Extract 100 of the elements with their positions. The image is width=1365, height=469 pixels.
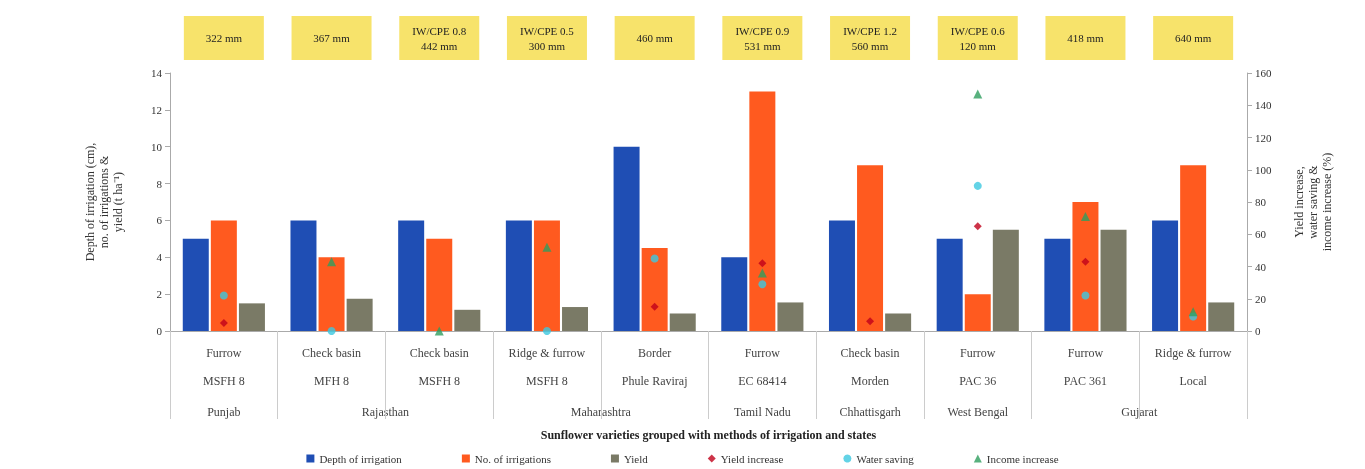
- text: Punjab: [207, 405, 241, 419]
- bar: [182, 238, 209, 331]
- point: [973, 222, 982, 231]
- x-tick-label: Furrow PAC 36: [959, 346, 997, 388]
- x-tick-label: Border Phule Raviraj: [621, 346, 688, 388]
- text: 418 mm: [1067, 32, 1105, 44]
- point: [758, 280, 767, 289]
- bar: [1100, 229, 1127, 331]
- point: [866, 317, 875, 326]
- y2-tick-label: 100: [1255, 163, 1272, 176]
- legend-label: Yield increase: [720, 452, 784, 465]
- text: Tamil Nadu: [733, 405, 791, 419]
- text: 460 mm: [636, 32, 674, 44]
- x-tick-label: Furrow MSFH 8: [203, 346, 245, 388]
- bar: [533, 220, 560, 331]
- text: 367 mm: [313, 32, 351, 44]
- y-axis-title: Depth of irrigation (cm), no. of irrigations & yield (t ha⁻¹): [83, 142, 125, 262]
- text: IW/CPE 0.8 442 mm: [412, 24, 467, 52]
- y2-tick-label: 140: [1255, 99, 1272, 112]
- bar: [669, 313, 696, 331]
- text: Gujarat: [1121, 405, 1158, 419]
- x-tick-label: Ridge & furrow MSFH 8: [508, 346, 586, 388]
- text: IW/CPE 1.2 560 mm: [843, 24, 897, 52]
- bar: [992, 229, 1019, 331]
- y-tick-label: 10: [151, 140, 163, 153]
- point: [327, 327, 336, 335]
- point: [542, 327, 551, 335]
- y2-tick-label: 40: [1255, 260, 1267, 273]
- x-tick-label: Check basin MSFH 8: [409, 346, 469, 388]
- bar: [1044, 238, 1071, 331]
- text: West Bengal: [947, 405, 1009, 419]
- y-tick-label: 14: [151, 67, 163, 79]
- bar: [505, 220, 532, 331]
- y2-axis-title: Yield increase, water saving & income increase (%): [1292, 152, 1334, 252]
- x-tick-label: Furrow PAC 361: [1063, 346, 1108, 388]
- legend-label: Yield: [623, 452, 649, 465]
- x-tick-label: Check basin MFH 8: [302, 346, 362, 388]
- bar: [318, 257, 345, 331]
- bar: [210, 220, 237, 331]
- bar: [885, 313, 912, 331]
- bar: [777, 302, 804, 331]
- y2-tick-label: 20: [1255, 292, 1267, 305]
- bar: [1208, 302, 1235, 331]
- point: [219, 318, 228, 327]
- text: IW/CPE 0.9 531 mm: [735, 24, 790, 52]
- y-tick-label: 6: [156, 214, 163, 227]
- text: Chhattisgarh: [839, 405, 901, 419]
- y-tick-label: 8: [156, 177, 163, 190]
- y-tick-label: 12: [151, 103, 162, 116]
- text: IW/CPE 0.6 120 mm: [950, 24, 1006, 52]
- y2-tick-label: 60: [1255, 228, 1267, 241]
- point: [542, 242, 552, 252]
- point: [1080, 212, 1090, 222]
- y2-tick-label: 0: [1255, 325, 1261, 337]
- point: [1188, 307, 1198, 317]
- y2-tick-label: 80: [1255, 196, 1267, 208]
- bar: [398, 220, 425, 331]
- bar: [290, 220, 317, 331]
- bar: [613, 146, 640, 331]
- y-tick-label: 2: [156, 288, 162, 301]
- bar: [454, 309, 481, 331]
- bar: [346, 298, 373, 331]
- point: [327, 257, 337, 267]
- text: Maharashtra: [570, 405, 632, 419]
- point: [1081, 291, 1090, 300]
- bar: [1180, 165, 1207, 331]
- point: [219, 291, 228, 300]
- bar: [426, 238, 453, 331]
- point: [434, 326, 444, 336]
- y2-tick-label: 160: [1255, 67, 1272, 79]
- bar: [721, 257, 748, 331]
- point: [1081, 257, 1090, 266]
- point: [650, 254, 659, 263]
- bar: [964, 294, 991, 331]
- x-tick-label: Furrow EC 68414: [738, 346, 787, 388]
- point: [650, 302, 659, 311]
- x-tick-label: Check basin Morden: [840, 346, 900, 388]
- legend-label: Water saving: [856, 452, 915, 465]
- bar: [749, 91, 776, 331]
- bar: [1072, 202, 1099, 331]
- bar: [857, 165, 884, 331]
- text: Rajasthan: [361, 405, 410, 419]
- legend-label: Depth of irrigation: [319, 452, 403, 465]
- text: IW/CPE 0.5 300 mm: [520, 24, 575, 52]
- point: [973, 181, 982, 190]
- bar: [936, 238, 963, 331]
- legend-label: No. of irrigations: [474, 452, 551, 465]
- y-tick-label: 0: [156, 325, 163, 337]
- x-axis-title: Sunflower varieties grouped with methods of irrigation and states: [540, 428, 877, 442]
- bar: [1152, 220, 1179, 331]
- legend-label: Income increase: [986, 452, 1059, 465]
- bar: [828, 220, 855, 331]
- point: [758, 259, 767, 268]
- bar: [641, 248, 668, 331]
- x-tick-label: Ridge & furrow Local: [1154, 346, 1232, 388]
- bar: [238, 303, 265, 331]
- y-tick-label: 4: [156, 251, 163, 264]
- text: 640 mm: [1174, 32, 1212, 44]
- text: 322 mm: [205, 32, 243, 44]
- y2-tick-label: 120: [1255, 131, 1272, 144]
